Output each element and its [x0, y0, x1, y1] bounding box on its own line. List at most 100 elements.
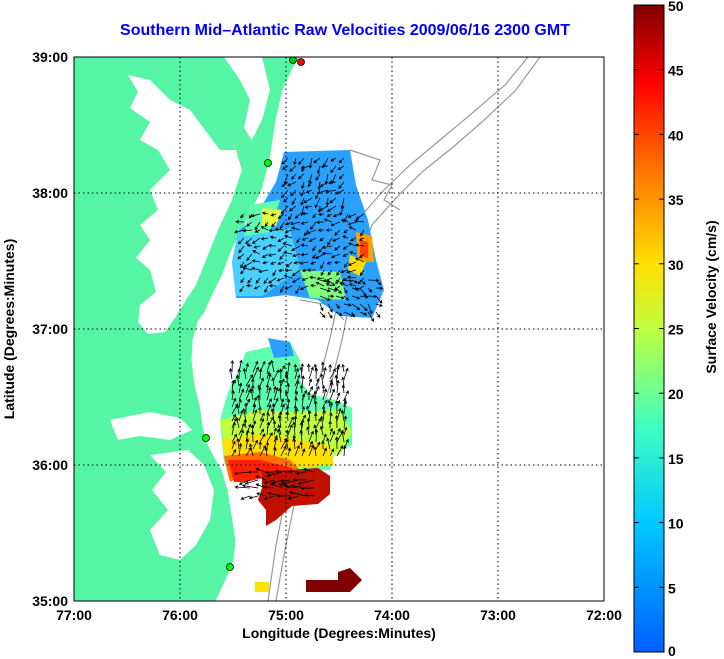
velocity-arrow	[284, 268, 293, 273]
velocity-arrow	[259, 433, 266, 443]
velocity-arrow	[292, 421, 296, 436]
velocity-arrow	[266, 386, 272, 401]
velocity-arrow	[248, 495, 259, 500]
velocity-arrow	[347, 242, 357, 247]
velocity-arrow	[343, 415, 348, 429]
velocity-arrow	[341, 363, 345, 373]
velocity-arrow	[266, 471, 283, 478]
x-tick-label: 74:00	[374, 607, 410, 623]
velocity-arrow	[337, 165, 345, 171]
velocity-arrow	[321, 361, 325, 373]
velocity-arrow	[299, 261, 309, 265]
velocity-arrow	[245, 383, 250, 394]
velocity-arrow	[287, 447, 292, 457]
velocity-arrow	[334, 229, 341, 236]
velocity-arrow	[280, 285, 285, 294]
velocity-arrow	[242, 367, 247, 380]
velocity-arrow	[306, 426, 310, 436]
velocity-arrow	[263, 495, 275, 501]
velocity-arrow	[240, 495, 251, 500]
velocity-arrow	[279, 221, 285, 230]
velocity-arrow	[264, 221, 269, 227]
velocity-arrow	[256, 394, 261, 408]
velocity-arrow	[304, 205, 313, 209]
velocity-arrow	[301, 448, 306, 457]
velocity-arrow	[241, 266, 253, 271]
velocity-arrow	[286, 382, 291, 394]
velocity-arrow	[315, 173, 321, 181]
velocity-arrow	[329, 378, 333, 387]
grid-lines	[74, 57, 604, 601]
velocity-arrow	[273, 427, 277, 436]
velocity-arrow	[348, 283, 357, 287]
velocity-arrow	[238, 422, 245, 436]
colorbar-tick-label: 5	[668, 580, 676, 596]
velocity-arrow	[347, 261, 357, 266]
velocity-arrow	[259, 412, 265, 422]
velocity-arrow	[259, 377, 264, 387]
velocity-arrow	[329, 448, 335, 457]
velocity-arrow	[277, 424, 282, 436]
x-tick-label: 73:00	[480, 607, 516, 623]
velocity-arrow	[322, 433, 327, 443]
velocity-arrow	[343, 229, 349, 234]
velocity-arrow	[252, 396, 258, 408]
velocity-arrow	[343, 367, 349, 380]
velocity-arrow	[341, 376, 345, 387]
velocity-arrow	[281, 189, 289, 199]
velocity-arrow	[260, 236, 269, 241]
velocity-arrow	[306, 363, 311, 373]
velocity-arrow	[334, 245, 341, 251]
velocity-arrow	[375, 311, 381, 318]
velocity-arrow	[300, 243, 309, 248]
velocity-arrow	[280, 378, 285, 387]
velocity-arrow	[294, 390, 299, 401]
velocity-arrow	[329, 430, 336, 443]
map-frame	[73, 56, 605, 602]
velocity-arrow	[243, 261, 253, 268]
velocity-arrow	[247, 470, 258, 474]
velocity-arrow	[359, 311, 368, 316]
velocity-arrow	[268, 277, 277, 284]
velocity-arrow	[290, 189, 297, 197]
velocity-arrow	[277, 237, 285, 243]
velocity-arrow	[340, 219, 349, 223]
velocity-arrow	[358, 237, 365, 241]
velocity-arrow	[300, 486, 315, 490]
velocity-arrow	[296, 237, 301, 244]
velocity-arrow	[266, 432, 273, 443]
velocity-arrow	[327, 237, 333, 246]
velocity-arrow	[355, 213, 365, 220]
velocity-arrow	[291, 173, 297, 180]
velocity-arrow	[245, 438, 250, 450]
velocity-arrow	[301, 405, 305, 415]
velocity-arrow	[254, 221, 261, 231]
velocity-arrow	[351, 286, 359, 291]
velocity-arrow	[336, 392, 341, 401]
y-axis-label: Latitude (Degrees:Minutes)	[1, 239, 17, 419]
velocity-arrow	[252, 360, 259, 373]
velocity-arrow	[304, 229, 309, 237]
velocity-arrow	[293, 260, 301, 265]
velocity-arrow	[336, 428, 341, 436]
velocity-arrow	[266, 398, 272, 408]
velocity-arrow	[299, 285, 309, 290]
velocity-arrow	[319, 279, 331, 284]
velocity-arrow	[348, 226, 357, 231]
velocity-arrow	[284, 373, 289, 387]
velocity-arrow	[293, 363, 298, 373]
velocity-arrow	[252, 250, 261, 255]
velocity-arrow	[326, 213, 333, 217]
velocity-arrow	[338, 173, 345, 180]
velocity-arrow	[250, 213, 261, 218]
velocity-arrow	[306, 268, 317, 272]
velocity-arrow	[300, 189, 305, 197]
velocity-arrow	[332, 237, 341, 242]
velocity-arrow	[321, 440, 325, 450]
velocity-arrow	[341, 277, 349, 282]
velocity-arrow	[320, 269, 325, 277]
velocity-arrow	[280, 403, 285, 415]
velocity-arrow	[359, 269, 365, 277]
velocity-arrow	[329, 412, 333, 422]
velocity-arrow	[259, 417, 265, 429]
